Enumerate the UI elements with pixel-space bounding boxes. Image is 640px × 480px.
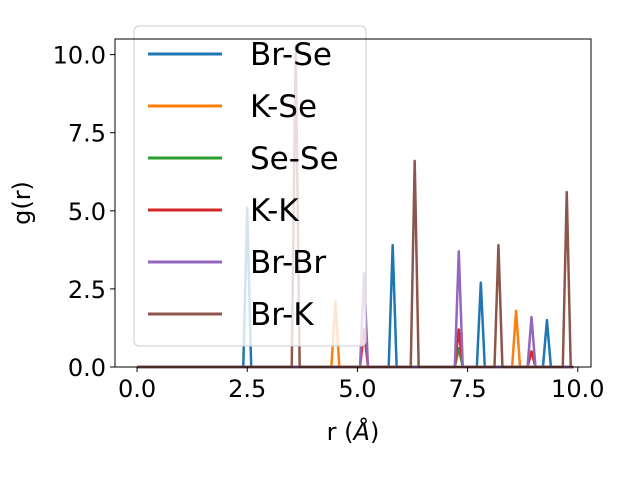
x-tick-label: 0.0 — [118, 375, 156, 403]
legend-label-br-se: Br-Se — [250, 37, 332, 73]
legend-label-br-k: Br-K — [250, 297, 314, 333]
legend-label-br-br: Br-Br — [250, 245, 326, 281]
legend-label-k-k: K-K — [250, 193, 299, 229]
legend-label-se-se: Se-Se — [250, 141, 339, 177]
x-axis-ticks: 0.0 2.5 5.0 7.5 10.0 — [118, 367, 604, 403]
y-axis-ticks: 0.0 2.5 5.0 7.5 10.0 — [53, 42, 115, 382]
x-tick-label: 10.0 — [551, 375, 604, 403]
legend-label-k-se: K-Se — [250, 89, 317, 125]
series-line-se-se — [137, 347, 574, 369]
y-axis-label: g(r) — [8, 181, 36, 225]
x-tick-label: 7.5 — [449, 375, 487, 403]
x-tick-label: 2.5 — [228, 375, 266, 403]
y-tick-label: 7.5 — [68, 120, 106, 148]
x-axis-label: r (Å) — [327, 417, 380, 446]
plot-frame — [114, 38, 592, 368]
legend: Br-Se K-Se Se-Se K-K Br-Br Br-K — [133, 25, 367, 347]
y-tick-label: 0.0 — [68, 354, 106, 382]
x-axis-label-suffix: ) — [370, 418, 379, 446]
y-tick-label: 10.0 — [53, 42, 106, 70]
x-axis-label-unit: Å — [352, 417, 370, 446]
y-tick-label: 5.0 — [68, 198, 106, 226]
x-tick-label: 5.0 — [338, 375, 376, 403]
x-axis-label-prefix: r ( — [327, 418, 354, 446]
y-tick-label: 2.5 — [68, 276, 106, 304]
